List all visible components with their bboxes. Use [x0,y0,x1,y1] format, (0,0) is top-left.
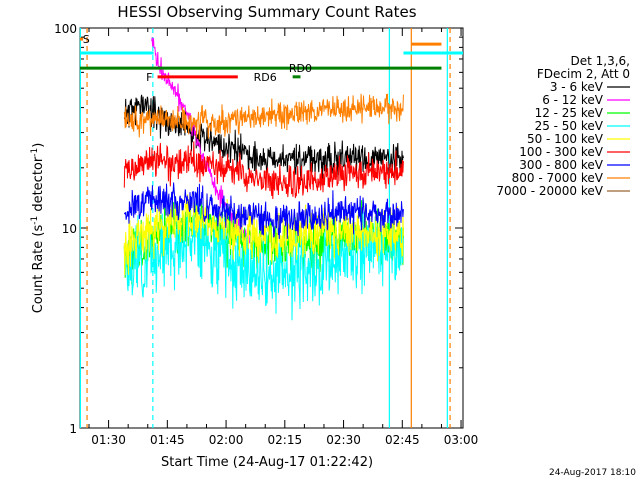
status-bar-label: RD6 [254,71,277,84]
x-tick-label: 03:00 [444,433,479,447]
y-axis-label-sup: -1 [30,148,40,157]
legend-entry-label: 3 - 6 keV [550,80,604,94]
series-line [123,93,404,140]
legend-entry-label: 7000 - 20000 keV [496,184,603,198]
legend-entry-label: 6 - 12 keV [542,93,604,107]
y-tick-label: 100 [54,22,77,36]
y-tick-label: 10 [62,222,77,236]
series-line [123,94,404,182]
x-tick-label: 01:30 [91,433,126,447]
y-axis-label-part: detector [31,156,46,216]
legend-header: Det 1,3,6, [571,54,631,68]
y-axis-label-part: ) [31,143,46,148]
y-axis-label-sup: -1 [30,216,40,225]
footer-timestamp: 24-Aug-2017 18:10 [549,468,636,478]
x-axis-label: Start Time (24-Aug-17 01:22:42) [161,455,373,470]
x-tick-label: 02:45 [385,433,420,447]
legend-entry-label: 100 - 300 keV [519,145,603,159]
y-axis-label-part: Count Rate (s [31,225,46,314]
status-bar-label: S [83,33,90,46]
legend-entry-label: 300 - 800 keV [519,158,603,172]
series-line [123,182,404,240]
status-bar-label: F [146,71,152,84]
legend-entry-label: 25 - 50 keV [535,119,604,133]
legend-entry-label: 800 - 7000 keV [512,171,604,185]
legend-entry-label: 12 - 25 keV [535,106,604,120]
x-tick-label: 01:45 [150,433,185,447]
legend-entry-label: 50 - 100 keV [527,132,604,146]
x-tick-label: 02:15 [268,433,303,447]
plot-content: 1 10 100 01:30 01:45 02:00 02:15 02:30 02:45 03:0… [54,22,478,447]
y-tick-label: 1 [69,422,77,436]
chart-title: HESSI Observing Summary Count Rates [117,3,416,21]
series-line [123,203,404,321]
y-axis-label: Count Rate (s-1 detector-1) [30,143,46,314]
series-line [123,141,404,200]
status-bar-label: RD0 [289,62,312,75]
legend-header: FDecim 2, Att 0 [537,67,630,81]
x-tick-label: 02:00 [209,433,244,447]
x-tick-label: 02:30 [326,433,361,447]
